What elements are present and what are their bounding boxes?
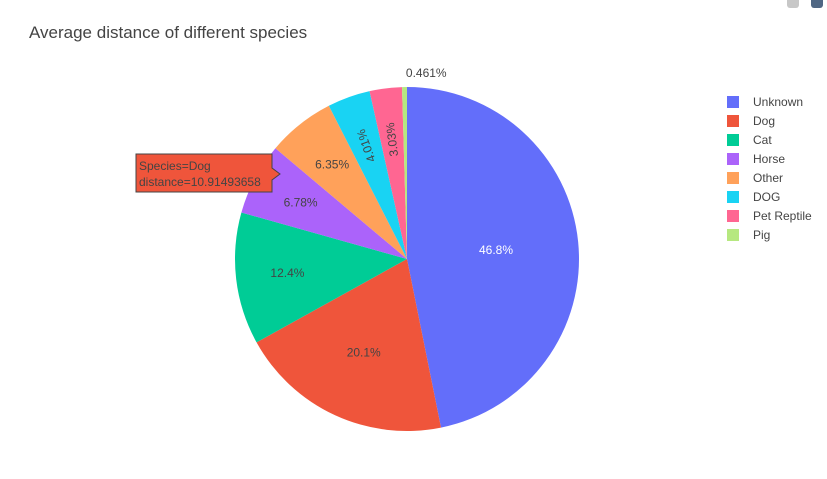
slice-cat[interactable] xyxy=(235,212,407,343)
legend-item-other[interactable]: Other xyxy=(753,171,783,185)
slice-labels: 46.8%20.1%12.4%6.78%6.35%4.01% 3.03%0.461… xyxy=(270,66,513,360)
slice-label-pig: 0.461% xyxy=(406,66,447,80)
slice-label-other: 6.35% xyxy=(315,158,349,172)
legend-item-dog[interactable]: DOG xyxy=(753,190,780,204)
legend-swatch-pet-reptile[interactable] xyxy=(727,210,739,222)
slice-unknown[interactable] xyxy=(407,87,580,428)
modebar xyxy=(787,0,823,8)
legend-swatch-pig[interactable] xyxy=(727,229,739,241)
legend-item-dog[interactable]: Dog xyxy=(753,114,775,128)
slice-label-pet-reptile: 3.03% xyxy=(383,121,401,157)
legend-swatch-dog[interactable] xyxy=(727,191,739,203)
legend-item-pig[interactable]: Pig xyxy=(753,228,770,242)
slice-dog[interactable] xyxy=(256,259,442,431)
slice-pig[interactable] xyxy=(402,87,407,259)
slice-horse[interactable] xyxy=(241,148,407,259)
hover-line-species: Species=Dog xyxy=(139,159,211,173)
slice-label-cat: 12.4% xyxy=(270,266,304,280)
camera-icon[interactable] xyxy=(787,0,799,8)
plotly-logo-icon[interactable] xyxy=(811,0,823,8)
slice-other[interactable] xyxy=(275,105,407,259)
hover-tooltip: Species=Dog distance=10.91493658 xyxy=(135,153,281,193)
legend-item-unknown[interactable]: Unknown xyxy=(753,95,803,109)
slice-pet-reptile[interactable] xyxy=(369,87,407,259)
legend-item-pet-reptile[interactable]: Pet Reptile xyxy=(753,209,812,223)
legend-item-horse[interactable]: Horse xyxy=(753,152,785,166)
legend-swatch-unknown[interactable] xyxy=(727,96,739,108)
pie-slices xyxy=(235,87,580,431)
legend-swatch-horse[interactable] xyxy=(727,153,739,165)
slice-label-unknown: 46.8% xyxy=(479,243,513,257)
legend-swatch-dog[interactable] xyxy=(727,115,739,127)
slice-label-horse: 6.78% xyxy=(284,196,318,210)
slice-dog[interactable] xyxy=(328,91,407,259)
hover-line-distance: distance=10.91493658 xyxy=(139,175,261,189)
slice-label-dog: 20.1% xyxy=(347,346,381,360)
legend: Unknown Dog Cat Horse Other DOG Pet Reptile Pig xyxy=(727,95,812,242)
chart-title: Average distance of different species xyxy=(29,23,307,42)
legend-swatch-other[interactable] xyxy=(727,172,739,184)
legend-swatch-cat[interactable] xyxy=(727,134,739,146)
legend-item-cat[interactable]: Cat xyxy=(753,133,772,147)
